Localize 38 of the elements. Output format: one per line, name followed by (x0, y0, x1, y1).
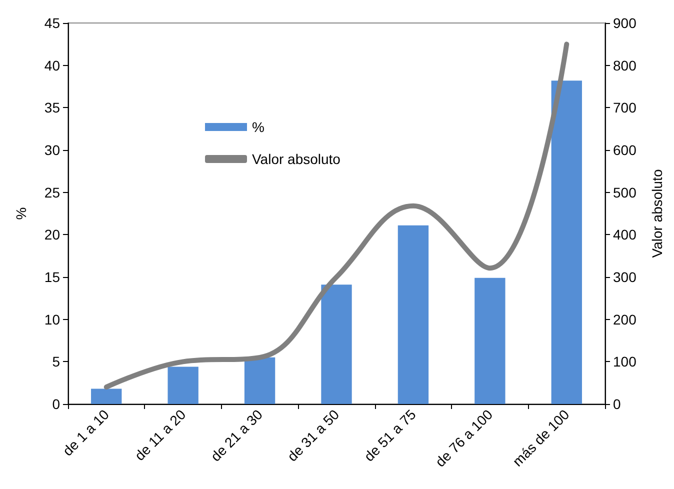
y-axis-title: % (13, 207, 29, 220)
y2-tick-label: 900 (613, 15, 637, 31)
x-tick-label: de 51 a 75 (360, 406, 420, 464)
x-tick-label: de 21 a 30 (207, 406, 266, 464)
y2-tick-label: 400 (613, 226, 637, 243)
bar (551, 80, 582, 404)
y-tick-label: 20 (44, 226, 60, 243)
y-tick-label: 35 (44, 100, 60, 116)
y-tick-label: 5 (52, 354, 60, 370)
legend-label: Valor absoluto (252, 151, 341, 167)
x-tick-label: de 76 a 100 (432, 406, 496, 470)
y-tick-label: 45 (44, 15, 60, 31)
y2-tick-label: 500 (613, 184, 637, 200)
x-tick-label: de 11 a 20 (131, 406, 189, 464)
bar (398, 225, 429, 404)
y-tick-label: 0 (52, 396, 60, 412)
bar (168, 366, 198, 404)
y2-tick-label: 800 (613, 57, 637, 74)
y2-tick-label: 300 (613, 269, 637, 285)
y-tick-label: 30 (44, 142, 60, 158)
y2-tick-label: 100 (613, 354, 637, 370)
bar (321, 284, 352, 404)
y2-tick-label: 0 (613, 396, 621, 412)
y-tick-label: 15 (44, 269, 60, 285)
x-tick-label: más de 100 (509, 406, 572, 470)
x-tick-label: de 31 a 50 (284, 406, 342, 464)
bar (474, 278, 506, 404)
y2-axis-title: Valor absoluto (649, 169, 665, 258)
bar (244, 357, 276, 404)
y-tick-label: 40 (44, 57, 60, 74)
y2-tick-label: 200 (613, 311, 637, 328)
legend-label: % (252, 119, 264, 135)
x-tick-label: de 1 a 10 (59, 406, 112, 459)
y-tick-label: 10 (44, 311, 60, 328)
y2-tick-label: 600 (613, 142, 637, 158)
y-tick-label: 25 (44, 184, 60, 200)
bar (91, 388, 122, 404)
y2-tick-label: 700 (613, 100, 637, 116)
